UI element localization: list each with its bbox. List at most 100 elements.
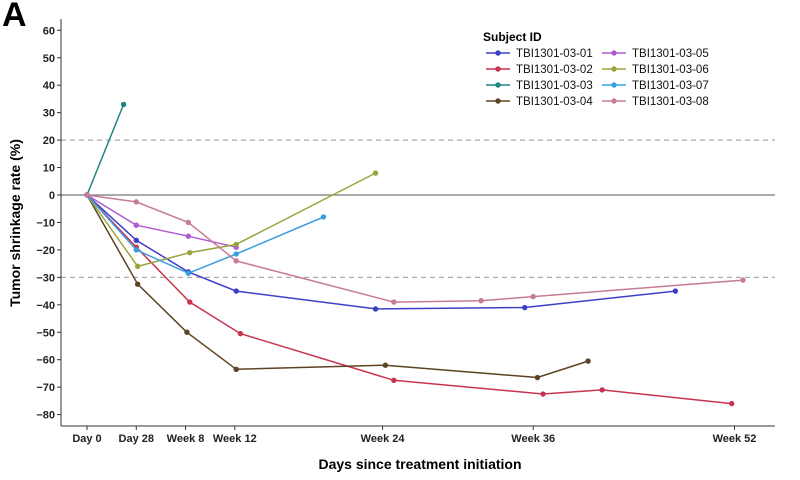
y-tick-label: −10	[36, 217, 55, 229]
series-line	[86, 104, 125, 196]
data-point	[599, 387, 605, 393]
series-line	[86, 194, 237, 248]
legend: Subject ID TBI1301-03-01 TBI1301-03-02 TBI1…	[483, 30, 709, 108]
x-tick-label: Week 24	[361, 433, 406, 445]
x-tick-label: Week 36	[511, 433, 555, 445]
legend-entry: TBI1301-03-04	[486, 96, 593, 108]
series-TBI1301-03-07	[84, 192, 327, 276]
data-point	[237, 330, 244, 337]
data-point	[134, 281, 141, 287]
y-tick-label: −60	[36, 355, 55, 367]
data-point	[133, 247, 139, 253]
legend-label: TBI1301-03-01	[516, 48, 593, 60]
series-TBI1301-03-04	[84, 192, 591, 381]
legend-entry: TBI1301-03-02	[486, 64, 593, 76]
legend-entry: TBI1301-03-01	[486, 48, 593, 60]
y-tick-label: −50	[36, 327, 55, 339]
y-tick-label: 50	[43, 53, 55, 65]
series-TBI1301-03-01	[84, 192, 679, 312]
y-tick-label: 10	[43, 163, 55, 175]
y-tick-label: −20	[36, 245, 55, 257]
series-line	[86, 194, 589, 379]
legend-swatch-marker	[495, 98, 501, 104]
y-tick-label: −30	[36, 272, 55, 284]
data-point	[540, 391, 546, 397]
data-point	[372, 306, 379, 312]
x-tick-label: Week 12	[213, 433, 257, 445]
legend-swatch-marker	[495, 50, 501, 56]
series-TBI1301-03-03	[84, 101, 127, 198]
data-point	[233, 251, 239, 257]
x-tick-label: Day 28	[119, 433, 154, 445]
data-point	[585, 358, 591, 364]
data-point	[120, 101, 127, 108]
y-tick-label: −40	[36, 300, 55, 312]
y-tick-label: 30	[43, 108, 55, 120]
legend-swatch-marker	[611, 82, 617, 88]
legend-swatch-marker	[611, 98, 617, 104]
y-tick-label: 60	[43, 25, 55, 37]
legend-entry: TBI1301-03-06	[602, 64, 709, 76]
axes: −80 −70 −60 −50 −40 −30 −20 −10 0 10 20 30 40 50 60 Day…	[36, 19, 775, 445]
legend-swatch-marker	[611, 66, 617, 72]
data-point	[672, 288, 679, 294]
panel-label: A	[2, 0, 27, 34]
x-tick-label: Week 8	[167, 433, 205, 445]
data-point	[478, 297, 484, 304]
legend-label: TBI1301-03-08	[632, 96, 709, 108]
series-line	[86, 194, 324, 275]
reference-lines	[61, 139, 775, 278]
series-TBI1301-03-06	[84, 170, 379, 270]
data-point	[134, 263, 141, 270]
data-point	[133, 222, 139, 228]
y-tick-label: −70	[36, 382, 55, 394]
data-point	[391, 299, 397, 305]
x-tick-label: Day 0	[72, 433, 101, 445]
data-point	[740, 277, 746, 283]
series-line	[86, 194, 743, 303]
y-tick-label: −80	[36, 410, 55, 422]
legend-label: TBI1301-03-05	[632, 48, 709, 60]
series-lines	[84, 101, 746, 407]
data-point	[133, 199, 139, 205]
series-line	[86, 194, 732, 405]
data-point	[84, 192, 90, 198]
legend-label: TBI1301-03-06	[632, 64, 709, 76]
legend-entry: TBI1301-03-03	[486, 80, 593, 92]
data-point	[233, 366, 239, 373]
data-point	[185, 233, 192, 239]
data-point	[534, 374, 541, 381]
y-tick-label: 0	[49, 190, 55, 202]
legend-swatch-marker	[611, 50, 617, 56]
legend-swatch-marker	[495, 82, 501, 88]
series-TBI1301-03-05	[84, 192, 239, 250]
data-point	[184, 329, 190, 335]
data-point	[233, 241, 239, 248]
legend-label: TBI1301-03-07	[632, 80, 709, 92]
x-tick-label: Week 52	[713, 433, 757, 445]
legend-entry: TBI1301-03-05	[602, 48, 709, 60]
series-TBI1301-03-02	[84, 192, 735, 407]
data-point	[233, 288, 239, 294]
data-point	[728, 400, 735, 407]
series-line	[86, 172, 376, 268]
legend-label: TBI1301-03-02	[516, 64, 593, 76]
x-axis-title: Days since treatment initiation	[318, 456, 521, 472]
legend-title: Subject ID	[483, 30, 542, 44]
y-tick-label: 20	[43, 135, 55, 147]
y-axis-title: Tumor shrinkage rate (%)	[7, 139, 23, 307]
series-TBI1301-03-08	[84, 192, 746, 305]
data-point	[187, 299, 193, 305]
data-point	[233, 258, 239, 264]
data-point	[372, 170, 379, 176]
legend-entry: TBI1301-03-07	[602, 80, 709, 92]
y-tick-label: 40	[43, 80, 55, 92]
data-point	[133, 237, 139, 243]
data-point	[187, 249, 193, 256]
data-point	[185, 270, 192, 276]
legend-label: TBI1301-03-03	[516, 80, 593, 92]
data-point	[185, 219, 192, 226]
data-point	[522, 304, 528, 311]
data-point	[391, 377, 397, 383]
